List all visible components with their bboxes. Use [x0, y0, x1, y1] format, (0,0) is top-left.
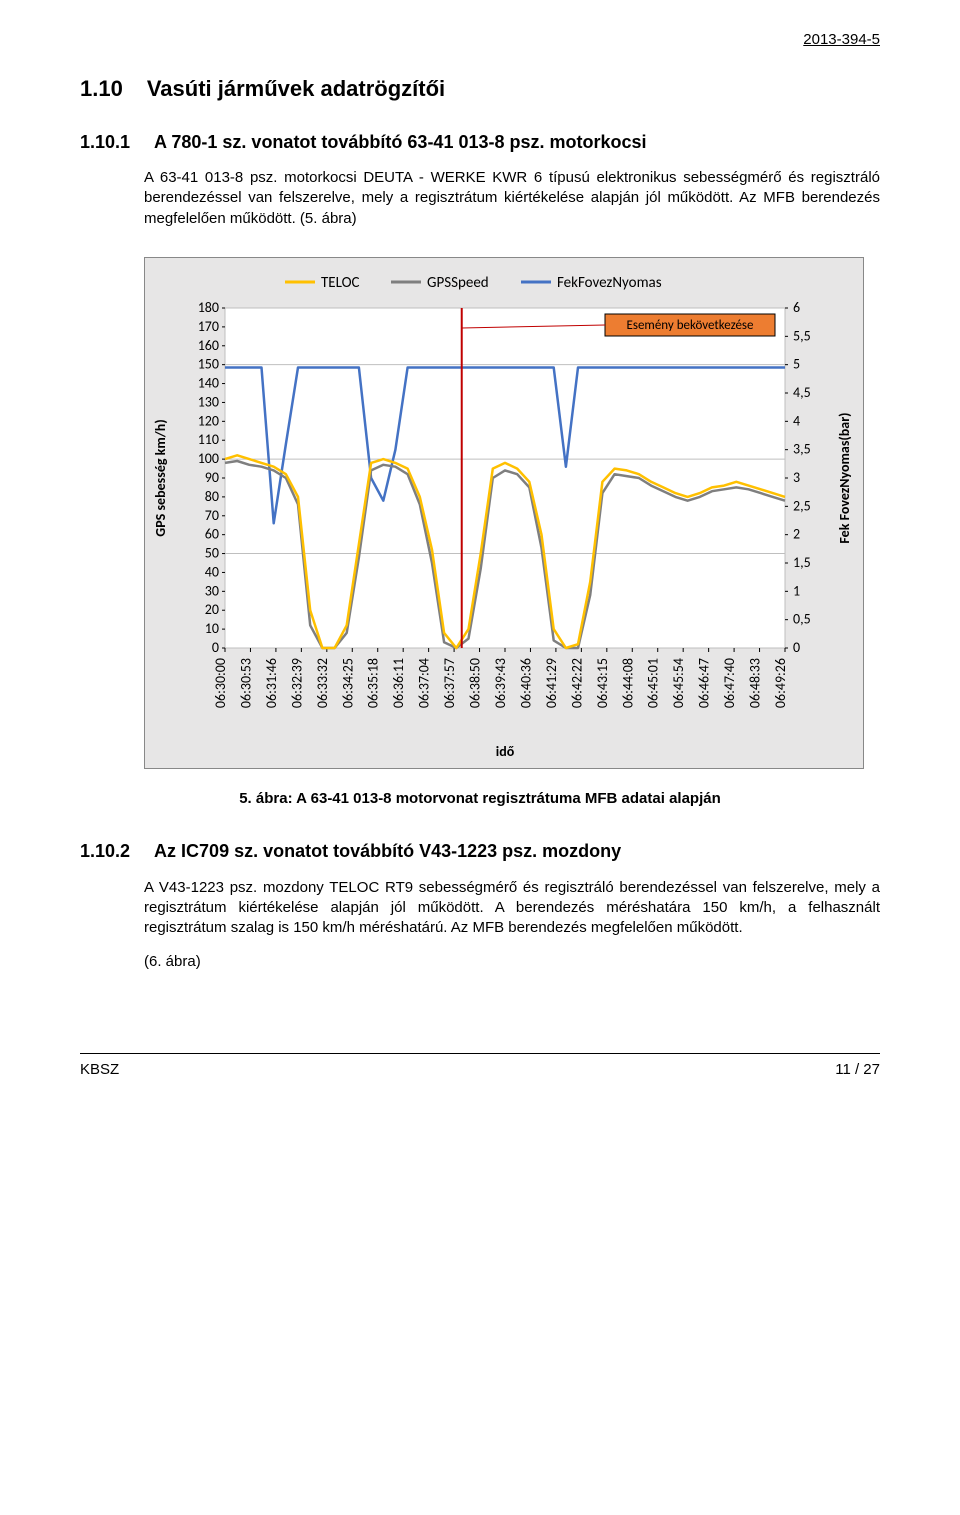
svg-text:60: 60	[205, 526, 219, 543]
svg-text:06:45:54: 06:45:54	[670, 658, 687, 708]
svg-text:50: 50	[205, 545, 219, 562]
svg-text:180: 180	[198, 299, 219, 316]
svg-text:06:43:15: 06:43:15	[594, 658, 611, 708]
svg-text:4: 4	[793, 412, 800, 429]
svg-text:06:38:50: 06:38:50	[467, 658, 484, 708]
body-1-10-2a: A V43-1223 psz. mozdony TELOC RT9 sebess…	[144, 878, 880, 939]
svg-text:06:39:43: 06:39:43	[492, 658, 509, 708]
svg-text:2,5: 2,5	[793, 497, 811, 514]
svg-text:1: 1	[793, 582, 800, 599]
svg-text:2: 2	[793, 526, 800, 543]
page-footer: KBSZ 11 / 27	[80, 1053, 880, 1080]
svg-text:06:49:26: 06:49:26	[772, 658, 789, 708]
svg-text:GPS sebesség km/h): GPS sebesség km/h)	[152, 419, 169, 536]
svg-text:TELOC: TELOC	[321, 274, 360, 292]
section-number-1-10: 1.10	[80, 74, 123, 104]
svg-text:06:45:01: 06:45:01	[645, 658, 662, 708]
svg-text:06:41:29: 06:41:29	[543, 658, 560, 708]
svg-text:06:34:25: 06:34:25	[339, 658, 356, 708]
figure-5-caption: 5. ábra: A 63-41 013-8 motorvonat regisz…	[80, 789, 880, 809]
svg-text:1,5: 1,5	[793, 554, 811, 571]
section-number-1-10-2: 1.10.2	[80, 839, 130, 863]
svg-text:160: 160	[198, 337, 219, 354]
svg-text:110: 110	[198, 431, 219, 448]
svg-text:90: 90	[205, 469, 219, 486]
svg-text:80: 80	[205, 488, 219, 505]
footer-right: 11 / 27	[835, 1060, 880, 1080]
svg-text:06:42:22: 06:42:22	[568, 658, 585, 708]
svg-text:idő: idő	[496, 743, 515, 760]
svg-text:06:35:18: 06:35:18	[365, 658, 382, 708]
svg-text:06:44:08: 06:44:08	[619, 658, 636, 708]
svg-text:130: 130	[198, 393, 219, 410]
svg-text:06:30:53: 06:30:53	[237, 658, 254, 708]
svg-text:3,5: 3,5	[793, 441, 811, 458]
svg-text:5: 5	[793, 356, 800, 373]
document-id: 2013-394-5	[80, 30, 880, 50]
svg-text:06:47:40: 06:47:40	[721, 658, 738, 708]
footer-left: KBSZ	[80, 1060, 119, 1080]
svg-text:06:37:04: 06:37:04	[416, 658, 433, 708]
svg-text:0: 0	[793, 639, 800, 656]
body-1-10-2b: (6. ábra)	[144, 952, 880, 972]
chart-figure-5: 0102030405060708090100110120130140150160…	[144, 257, 864, 769]
svg-text:06:37:57: 06:37:57	[441, 658, 458, 708]
svg-text:GPSSpeed: GPSSpeed	[427, 274, 489, 292]
svg-text:5,5: 5,5	[793, 327, 811, 344]
svg-text:20: 20	[205, 601, 219, 618]
svg-text:06:31:46: 06:31:46	[263, 658, 280, 708]
section-number-1-10-1: 1.10.1	[80, 130, 130, 154]
section-title-1-10-1: A 780-1 sz. vonatot továbbító 63-41 013-…	[154, 130, 646, 154]
svg-text:70: 70	[205, 507, 219, 524]
svg-text:06:46:47: 06:46:47	[696, 658, 713, 708]
section-title-1-10: Vasúti járművek adatrögzítői	[147, 74, 445, 104]
svg-text:100: 100	[198, 450, 219, 467]
body-1-10-1: A 63-41 013-8 psz. motorkocsi DEUTA - WE…	[144, 168, 880, 229]
svg-text:Fek FovezNyomas(bar): Fek FovezNyomas(bar)	[836, 412, 853, 543]
svg-text:140: 140	[198, 375, 219, 392]
svg-text:0,5: 0,5	[793, 611, 811, 628]
svg-text:06:48:33: 06:48:33	[747, 658, 764, 708]
svg-text:06:32:39: 06:32:39	[288, 658, 305, 708]
svg-text:0: 0	[212, 639, 219, 656]
svg-text:06:30:00: 06:30:00	[212, 658, 229, 708]
section-title-1-10-2: Az IC709 sz. vonatot továbbító V43-1223 …	[154, 839, 621, 863]
svg-text:FekFovezNyomas: FekFovezNyomas	[557, 274, 662, 292]
svg-text:170: 170	[198, 318, 219, 335]
svg-text:06:36:11: 06:36:11	[390, 658, 407, 708]
chart-svg: 0102030405060708090100110120130140150160…	[145, 258, 863, 768]
svg-text:06:40:36: 06:40:36	[517, 658, 534, 708]
svg-text:4,5: 4,5	[793, 384, 811, 401]
svg-text:30: 30	[205, 582, 219, 599]
svg-text:6: 6	[793, 299, 800, 316]
svg-text:150: 150	[198, 356, 219, 373]
svg-text:10: 10	[205, 620, 219, 637]
svg-text:06:33:32: 06:33:32	[314, 658, 331, 708]
svg-text:120: 120	[198, 412, 219, 429]
svg-text:3: 3	[793, 469, 800, 486]
svg-text:Esemény bekövetkezése: Esemény bekövetkezése	[627, 318, 754, 333]
svg-text:40: 40	[205, 563, 219, 580]
